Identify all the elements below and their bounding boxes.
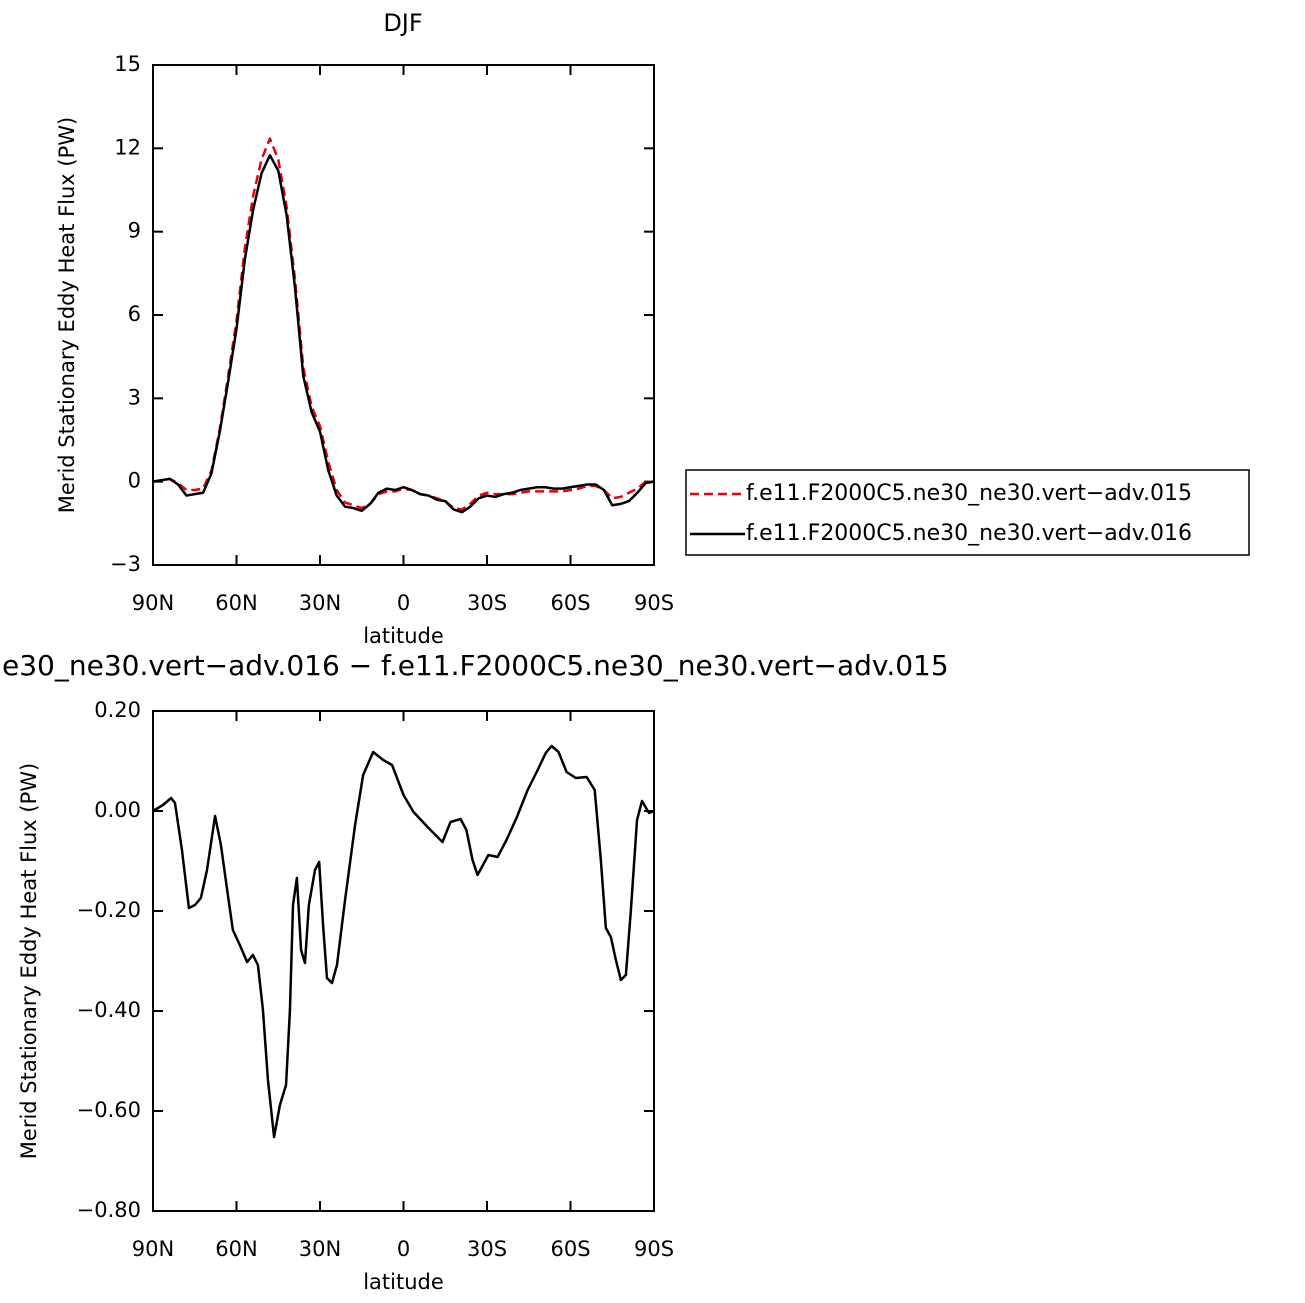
chart-title: e30_ne30.vert−adv.016 − f.e11.F2000C5.ne… — [2, 649, 949, 682]
y-tick-label: −0.80 — [77, 1198, 141, 1222]
x-tick-label: 90S — [634, 591, 674, 615]
chart-title: DJF — [383, 9, 422, 37]
x-tick-label: 60S — [550, 591, 590, 615]
y-tick-label: 0.20 — [94, 698, 141, 722]
y-tick-label: 15 — [114, 52, 141, 76]
x-tick-label: 30N — [299, 591, 341, 615]
x-tick-label: 60N — [215, 1237, 257, 1261]
legend-box — [685, 469, 1250, 556]
y-axis-label: Merid Stationary Eddy Heat Flux (PW) — [17, 763, 41, 1159]
y-tick-label: −3 — [110, 552, 141, 576]
x-tick-label: 0 — [397, 1237, 410, 1261]
y-tick-label: −0.20 — [77, 898, 141, 922]
y-tick-label: 0.00 — [94, 798, 141, 822]
x-tick-label: 30S — [467, 591, 507, 615]
x-axis-label: latitude — [363, 624, 444, 648]
y-tick-label: −0.40 — [77, 998, 141, 1022]
legend-label: f.e11.F2000C5.ne30_ne30.vert−adv.015 — [746, 481, 1192, 506]
data-line — [152, 154, 655, 514]
x-tick-label: 90S — [634, 1237, 674, 1261]
legend-label: f.e11.F2000C5.ne30_ne30.vert−adv.016 — [746, 521, 1192, 546]
x-tick-label: 30S — [467, 1237, 507, 1261]
plot-frame — [152, 64, 655, 566]
data-line — [152, 137, 654, 511]
y-axis-label: Merid Stationary Eddy Heat Flux (PW) — [55, 117, 79, 513]
plot-frame — [152, 710, 655, 1212]
x-tick-label: 60S — [550, 1237, 590, 1261]
y-tick-label: 0 — [128, 469, 141, 493]
y-tick-label: −0.60 — [77, 1098, 141, 1122]
x-tick-label: 90N — [132, 591, 174, 615]
data-line — [152, 744, 655, 1139]
y-tick-label: 3 — [128, 385, 141, 409]
x-axis-label: latitude — [363, 1270, 444, 1294]
x-tick-label: 30N — [299, 1237, 341, 1261]
x-tick-label: 60N — [215, 591, 257, 615]
y-tick-label: 9 — [128, 219, 141, 243]
x-tick-label: 0 — [397, 591, 410, 615]
x-tick-label: 90N — [132, 1237, 174, 1261]
y-tick-label: 6 — [128, 302, 141, 326]
y-tick-label: 12 — [114, 135, 141, 159]
